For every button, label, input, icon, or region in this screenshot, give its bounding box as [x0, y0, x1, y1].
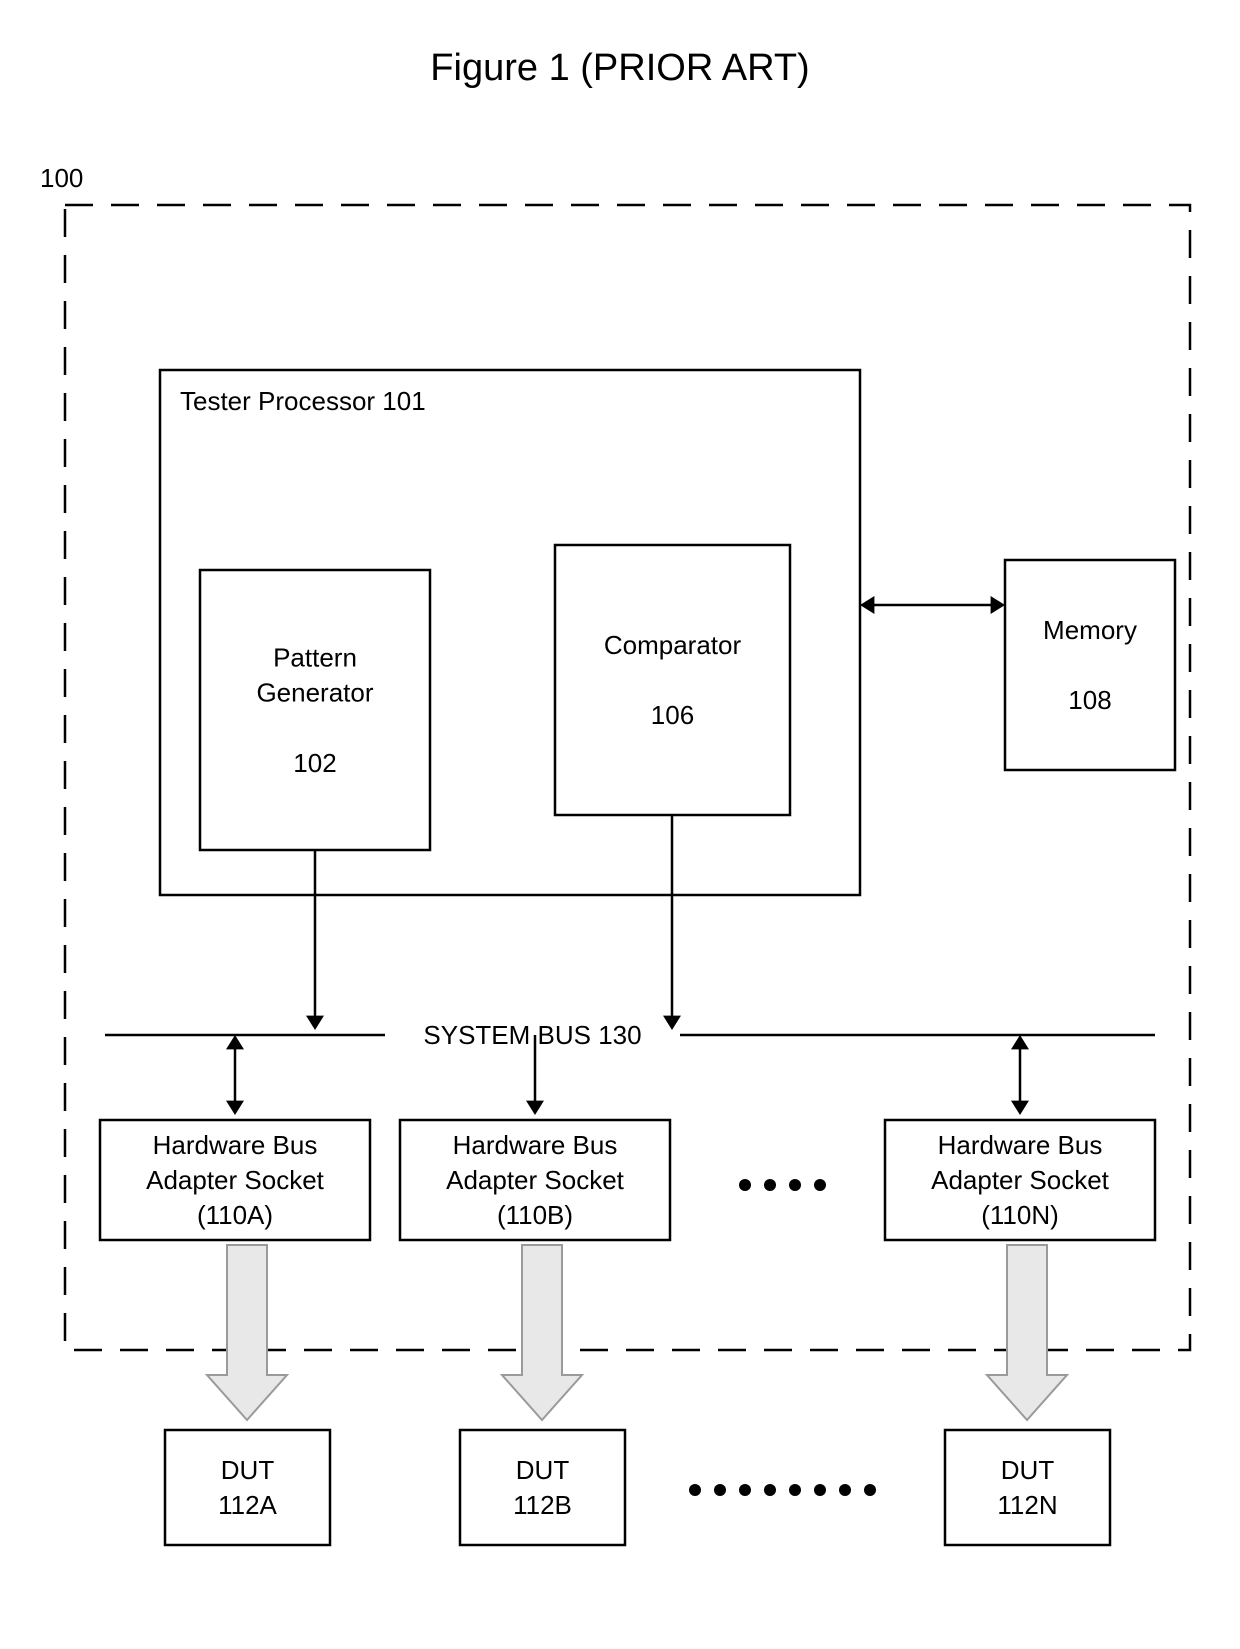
svg-text:112N: 112N [997, 1490, 1057, 1520]
svg-text:Hardware Bus: Hardware Bus [153, 1130, 318, 1160]
svg-text:DUT: DUT [1001, 1455, 1055, 1485]
svg-text:(110B): (110B) [497, 1200, 573, 1230]
svg-text:DUT: DUT [516, 1455, 570, 1485]
svg-text:Adapter Socket: Adapter Socket [931, 1165, 1110, 1195]
svg-text:Hardware Bus: Hardware Bus [453, 1130, 618, 1160]
boundary-ref: 100 [40, 163, 83, 193]
svg-text:Hardware Bus: Hardware Bus [938, 1130, 1103, 1160]
svg-text:108: 108 [1068, 685, 1111, 715]
svg-text:Pattern: Pattern [273, 642, 357, 672]
svg-text:112B: 112B [513, 1490, 572, 1520]
svg-text:Adapter Socket: Adapter Socket [146, 1165, 325, 1195]
svg-text:(110A): (110A) [197, 1200, 273, 1230]
svg-text:DUT: DUT [221, 1455, 275, 1485]
svg-text:Adapter Socket: Adapter Socket [446, 1165, 625, 1195]
figure-title: Figure 1 (PRIOR ART) [430, 47, 809, 89]
svg-text:(110N): (110N) [981, 1200, 1059, 1230]
svg-text:Comparator: Comparator [604, 630, 742, 660]
svg-text:Memory: Memory [1043, 615, 1137, 645]
svg-text:102: 102 [293, 748, 336, 778]
svg-text:106: 106 [651, 700, 694, 730]
system-bus-label: SYSTEM BUS 130 [423, 1020, 641, 1050]
svg-text:Generator: Generator [256, 678, 373, 708]
svg-text:112A: 112A [218, 1490, 277, 1520]
tester-processor-label: Tester Processor 101 [180, 386, 426, 416]
